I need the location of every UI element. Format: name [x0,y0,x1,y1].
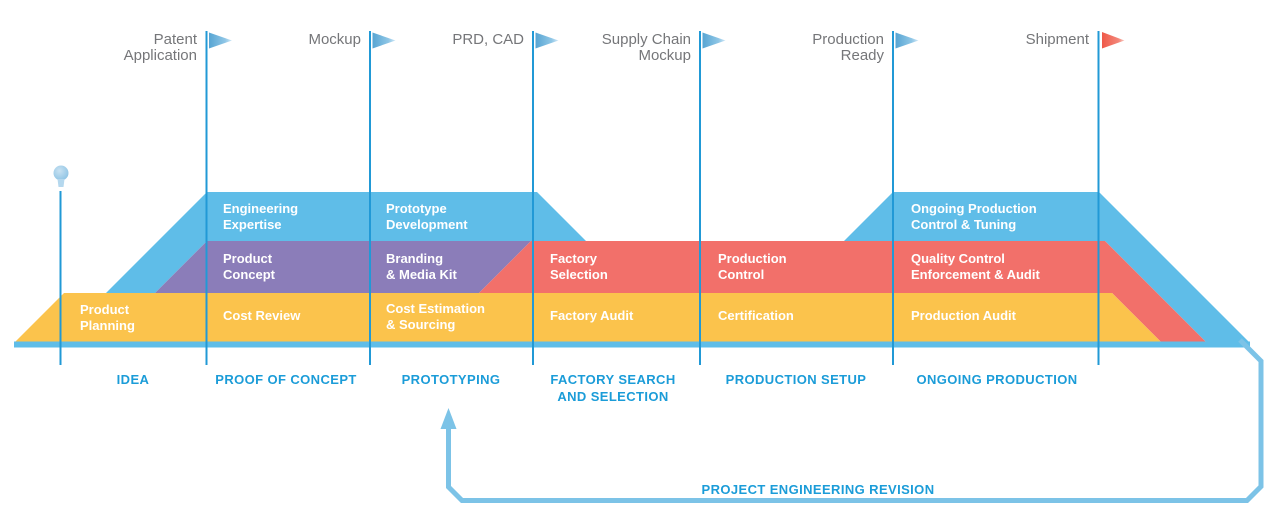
svg-text:Mockup: Mockup [638,47,691,64]
svg-text:Factory: Factory [550,251,598,266]
svg-text:FACTORY SEARCH: FACTORY SEARCH [550,372,675,387]
svg-text:Ready: Ready [841,47,885,64]
svg-text:Patent: Patent [154,31,198,48]
svg-text:Shipment: Shipment [1026,31,1090,48]
svg-text:Control: Control [718,267,764,282]
svg-text:Branding: Branding [386,251,443,266]
svg-text:Product: Product [223,251,273,266]
svg-text:Planning: Planning [80,318,135,333]
svg-text:Engineering: Engineering [223,201,298,216]
svg-text:Enforcement & Audit: Enforcement & Audit [911,267,1040,282]
svg-text:Prototype: Prototype [386,201,447,216]
svg-text:Factory Audit: Factory Audit [550,308,634,323]
svg-text:Ongoing Production: Ongoing Production [911,201,1037,216]
svg-text:PROTOTYPING: PROTOTYPING [402,372,501,387]
svg-text:Expertise: Expertise [223,217,282,232]
svg-text:Cost Review: Cost Review [223,308,301,323]
svg-text:Mockup: Mockup [308,31,361,48]
svg-text:PRD, CAD: PRD, CAD [452,31,524,48]
svg-text:Concept: Concept [223,267,276,282]
svg-text:Certification: Certification [718,308,794,323]
svg-text:Production: Production [812,31,884,48]
svg-text:PROJECT ENGINEERING REVISION: PROJECT ENGINEERING REVISION [702,482,935,497]
svg-text:Development: Development [386,217,468,232]
svg-text:PROOF OF CONCEPT: PROOF OF CONCEPT [215,372,356,387]
svg-text:& Sourcing: & Sourcing [386,317,455,332]
svg-text:Product: Product [80,302,130,317]
svg-text:Production: Production [718,251,787,266]
svg-text:Supply Chain: Supply Chain [602,31,691,48]
svg-text:ONGOING PRODUCTION: ONGOING PRODUCTION [916,372,1077,387]
svg-text:& Media Kit: & Media Kit [386,267,457,282]
svg-text:IDEA: IDEA [117,372,150,387]
svg-text:PRODUCTION SETUP: PRODUCTION SETUP [726,372,867,387]
svg-text:Quality Control: Quality Control [911,251,1005,266]
svg-text:Selection: Selection [550,267,608,282]
svg-text:Cost Estimation: Cost Estimation [386,301,485,316]
svg-text:Application: Application [124,47,197,64]
svg-text:AND SELECTION: AND SELECTION [557,389,668,404]
svg-text:Production Audit: Production Audit [911,308,1017,323]
svg-text:Control & Tuning: Control & Tuning [911,217,1016,232]
